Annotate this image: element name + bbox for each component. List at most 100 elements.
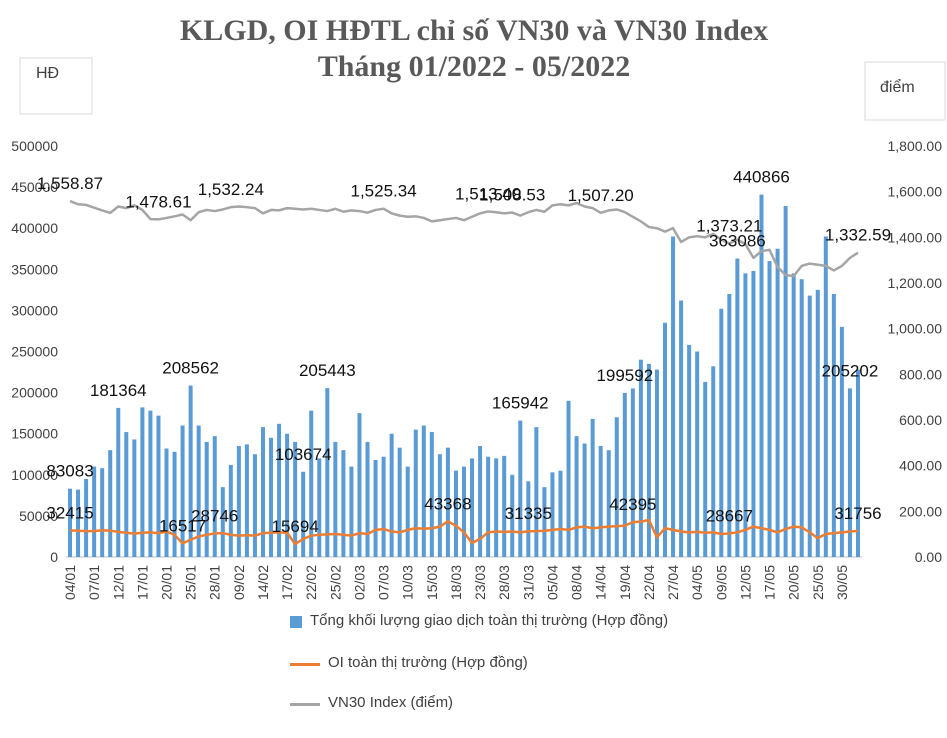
bar (260, 427, 265, 557)
bar (502, 455, 507, 557)
data-label: 15694 (272, 517, 319, 536)
x-tick-label: 20/05 (786, 565, 802, 600)
x-tick-label: 04/01 (62, 565, 78, 600)
x-tick-label: 05/04 (544, 565, 560, 600)
bar (164, 448, 169, 557)
x-tick-label: 02/03 (351, 565, 367, 600)
data-label: 16517 (159, 516, 206, 535)
x-tick-label: 10/03 (400, 565, 416, 600)
bar (100, 468, 105, 557)
data-label: 28746 (191, 506, 238, 525)
x-tick-label: 08/04 (569, 565, 585, 600)
bar (494, 458, 499, 557)
bar (671, 236, 676, 558)
x-tick-label: 17/01 (134, 565, 150, 600)
bar (204, 441, 209, 557)
y2-tick-label: 200.00 (899, 503, 942, 519)
legend-item: VN30 Index (điểm) (290, 694, 688, 711)
bar (188, 385, 193, 557)
bar (518, 420, 523, 557)
x-tick-label: 30/05 (834, 565, 850, 600)
bar (413, 429, 418, 557)
x-tick-label: 27/04 (665, 565, 681, 600)
bar (590, 418, 595, 557)
chart-title: KLGD, OI HĐTL chỉ số VN30 và VN30 Index (180, 14, 768, 47)
bar (285, 433, 290, 557)
y2-tick-label: 1,600.00 (888, 184, 943, 200)
bar (574, 436, 579, 557)
bar (847, 388, 852, 557)
bar (526, 481, 531, 557)
y-tick-label: 250000 (11, 344, 58, 360)
data-label: 199592 (596, 366, 653, 385)
data-label: 205202 (822, 361, 879, 380)
data-label: 1,373.21 (696, 216, 762, 235)
bar (301, 471, 306, 557)
x-tick-label: 25/02 (327, 565, 343, 600)
data-label: 1,507.20 (568, 186, 634, 205)
bar (381, 456, 386, 557)
legend-label: Tổng khối lượng giao dịch toàn thị trườn… (310, 612, 669, 629)
bar (220, 487, 225, 557)
bar (116, 407, 121, 557)
data-label: 43368 (424, 494, 471, 513)
data-label: 31335 (505, 504, 552, 523)
y-tick-label: 400000 (11, 220, 58, 236)
legend-label: OI toàn thị trường (Hợp đồng) (328, 654, 528, 671)
x-tick-label: 28/01 (207, 565, 223, 600)
bar (277, 423, 282, 557)
bar (68, 488, 73, 557)
y-tick-label: 300000 (11, 302, 58, 318)
bar (437, 454, 442, 557)
x-tick-label: 17/02 (279, 565, 295, 600)
bar (783, 206, 788, 558)
legend-key (290, 663, 320, 666)
y-tick-label: 100000 (11, 467, 58, 483)
bar (775, 248, 780, 557)
data-label: 28667 (706, 506, 753, 525)
data-label: 1,558.87 (37, 174, 103, 193)
y-tick-label: 200000 (11, 385, 58, 401)
bar (453, 470, 458, 557)
bar (550, 472, 555, 557)
y2-tick-label: 1,800.00 (888, 138, 943, 154)
bar (799, 279, 804, 557)
x-tick-label: 28/03 (496, 565, 512, 600)
bar (598, 446, 603, 557)
bar (695, 351, 700, 557)
x-tick-label: 20/01 (159, 565, 175, 600)
bar (751, 270, 756, 557)
bar (124, 432, 129, 557)
bar (815, 289, 820, 557)
bar (389, 433, 394, 557)
y2-tick-label: 400.00 (899, 458, 942, 474)
bar (421, 425, 426, 557)
bar (365, 441, 370, 557)
data-label: 208562 (162, 359, 219, 378)
x-tick-label: 07/01 (86, 565, 102, 600)
bar (244, 444, 249, 557)
data-label: 32415 (46, 503, 93, 522)
bar (791, 273, 796, 557)
y-tick-label: 500000 (11, 138, 58, 154)
bar (172, 451, 177, 557)
bar (735, 258, 740, 557)
bar (807, 295, 812, 557)
bar (558, 470, 563, 557)
chart-subtitle: Tháng 01/2022 - 05/2022 (318, 50, 631, 83)
data-label: 31756 (834, 504, 881, 523)
bar (470, 458, 475, 557)
data-label: 165942 (492, 394, 549, 413)
y2-tick-label: 0.00 (915, 549, 942, 565)
bar (831, 293, 836, 557)
bar (582, 443, 587, 557)
bar (325, 388, 330, 557)
bar (252, 454, 257, 557)
bar (534, 427, 539, 557)
line-series (69, 199, 859, 278)
data-label: 181364 (90, 381, 147, 400)
x-tick-label: 18/03 (448, 565, 464, 600)
data-label: 83083 (46, 462, 93, 481)
